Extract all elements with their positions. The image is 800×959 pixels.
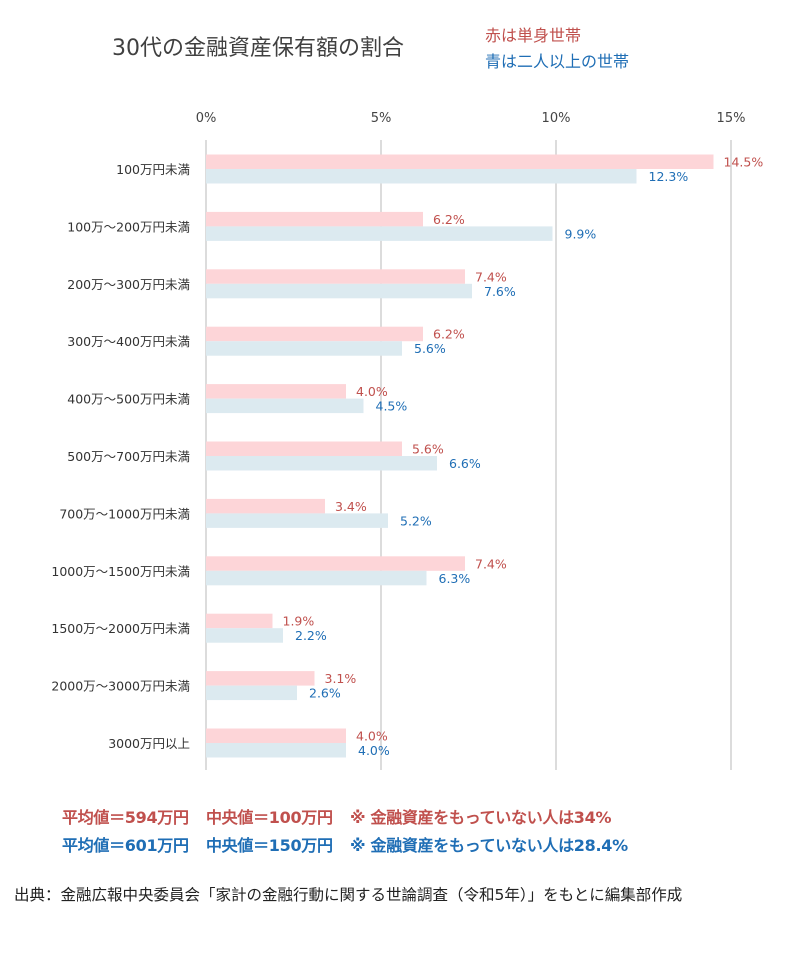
- data-label: 6.2%: [433, 327, 465, 342]
- data-label: 7.6%: [484, 284, 516, 299]
- category-label: 400万～500万円未満: [67, 392, 190, 407]
- data-label: 5.2%: [400, 513, 432, 528]
- bar: [206, 671, 315, 686]
- bar: [206, 341, 402, 356]
- data-label: 3.4%: [335, 499, 367, 514]
- bar: [206, 570, 427, 586]
- data-label: 4.5%: [376, 399, 408, 414]
- data-label: 9.9%: [565, 226, 597, 241]
- category-label: 300万～400万円未満: [67, 334, 190, 349]
- data-label: 6.2%: [433, 212, 465, 227]
- chart-title: 30代の金融資産保有額の割合: [112, 36, 404, 61]
- category-label: 1000万～1500万円未満: [51, 564, 190, 579]
- bar: [206, 283, 472, 299]
- bar: [206, 456, 437, 471]
- bar: [206, 398, 364, 414]
- bar: [206, 498, 325, 514]
- category-label: 500万～700万円未満: [67, 449, 190, 464]
- data-label: 5.6%: [412, 442, 444, 457]
- data-label: 1.9%: [283, 614, 315, 629]
- category-label: 700万～1000万円未満: [59, 506, 190, 521]
- note-multi-mean: 平均値＝601万円: [62, 836, 189, 855]
- bar-chart: 0% 5% 10% 15% 100万円未満 14.5% 12.3% 100万～200万円未満 6…: [51, 111, 764, 770]
- bar: [206, 513, 388, 528]
- data-label: 2.2%: [295, 628, 327, 643]
- data-label: 4.0%: [358, 743, 390, 758]
- data-label: 14.5%: [724, 155, 764, 170]
- bar: [206, 384, 346, 399]
- bar: [206, 326, 423, 342]
- note-multi: 平均値＝601万円 中央値＝150万円 ※ 金融資産をもっていない人は28.4%: [62, 832, 640, 856]
- bar: [206, 441, 402, 456]
- bar: [206, 613, 273, 629]
- data-label: 7.4%: [475, 269, 507, 284]
- category-label: 200万～300万円未満: [67, 277, 190, 292]
- note-single: 平均値＝594万円 中央値＝100万円 ※ 金融資産をもっていない人は34%: [62, 804, 623, 828]
- data-label: 7.4%: [475, 556, 507, 571]
- note-single-mean: 平均値＝594万円: [62, 808, 189, 827]
- bar: [206, 556, 465, 571]
- x-tick-label: 0%: [196, 111, 217, 126]
- bar: [206, 685, 297, 701]
- legend-multi: 青は二人以上の世帯: [485, 52, 630, 71]
- note-multi-none: ※ 金融資産をもっていない人は28.4%: [349, 836, 628, 855]
- bar: [206, 226, 553, 241]
- data-label: 6.6%: [449, 456, 481, 471]
- data-label: 6.3%: [439, 571, 471, 586]
- bar: [206, 743, 346, 758]
- data-label: 2.6%: [309, 686, 341, 701]
- category-label: 100万円未満: [116, 162, 190, 177]
- note-single-none: ※ 金融資産をもっていない人は34%: [349, 808, 612, 827]
- bar: [206, 628, 283, 643]
- data-label: 12.3%: [649, 169, 689, 184]
- bar: [206, 154, 714, 169]
- source-text: 出典：金融広報中央委員会「家計の金融行動に関する世論調査（令和5年）」をもとに編…: [14, 886, 683, 904]
- category-label: 100万～200万円未満: [67, 219, 190, 234]
- data-label: 4.0%: [356, 384, 388, 399]
- category-label: 3000万円以上: [108, 736, 190, 751]
- legend-single: 赤は単身世帯: [485, 26, 582, 45]
- bar: [206, 728, 346, 743]
- x-tick-label: 5%: [371, 111, 392, 126]
- bar: [206, 169, 637, 184]
- category-label: 2000万～3000万円未満: [51, 679, 190, 694]
- note-multi-median: 中央値＝150万円: [205, 836, 333, 855]
- category-label: 1500万～2000万円未満: [51, 621, 190, 636]
- data-label: 5.6%: [414, 341, 446, 356]
- note-single-median: 中央値＝100万円: [205, 808, 333, 827]
- data-label: 3.1%: [325, 671, 357, 686]
- x-tick-label: 15%: [717, 111, 746, 126]
- data-label: 4.0%: [356, 729, 388, 744]
- bar: [206, 211, 423, 227]
- x-tick-label: 10%: [542, 111, 571, 126]
- bar: [206, 269, 465, 284]
